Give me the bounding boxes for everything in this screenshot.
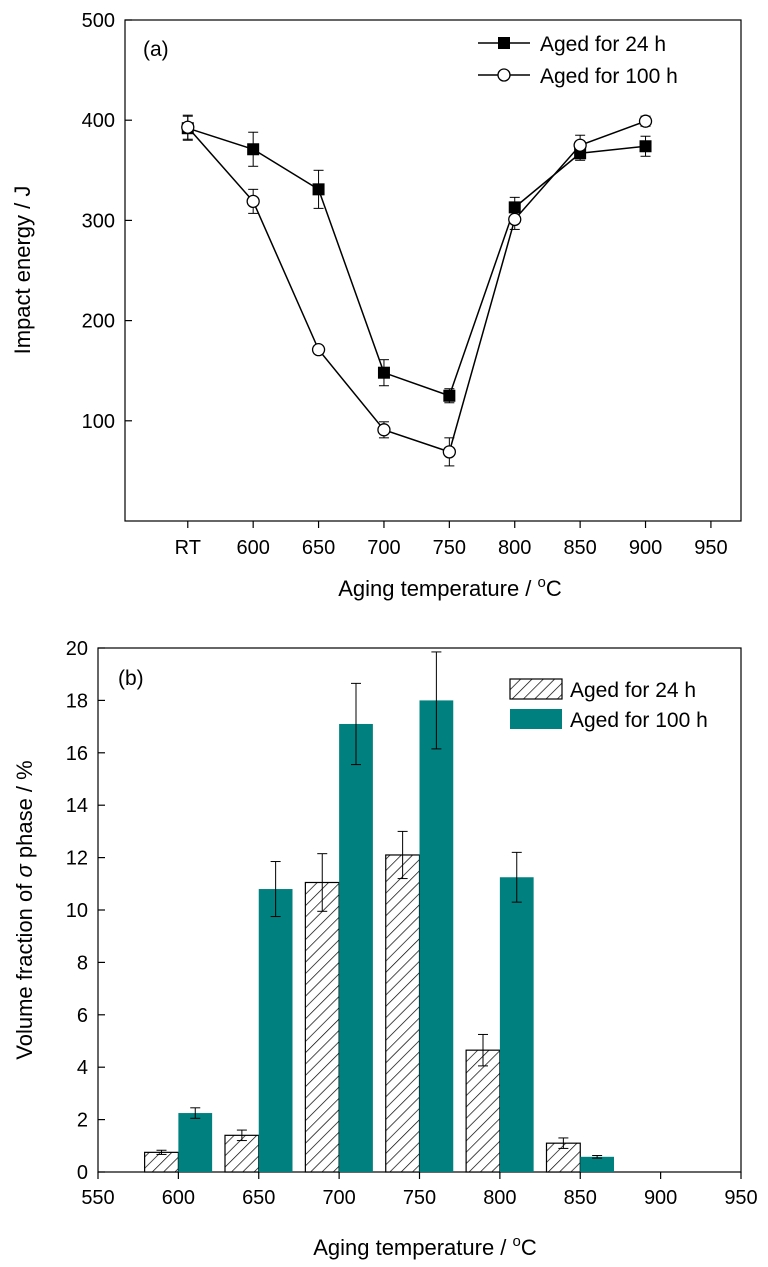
chart-a-x-title-main: Aging temperature /	[338, 576, 537, 601]
chart-b: 0 2 4 6 8 10 12 14 16 18 20 550 600 650 700 750 800 850 90…	[12, 638, 758, 1260]
chart-b-x-tick-label: 650	[242, 1187, 275, 1209]
chart-a-x-tick-label: 800	[498, 537, 531, 559]
chart-a-x-tick-label: 750	[433, 537, 466, 559]
chart-b-bar	[385, 854, 421, 1173]
chart-a-point-circle	[508, 212, 522, 227]
chart-a-point-circle	[377, 423, 391, 437]
chart-b-y-tick-label: 2	[77, 1110, 88, 1132]
chart-b-x-tick-label: 700	[322, 1187, 355, 1209]
chart-b-y-tick-label: 0	[77, 1162, 88, 1184]
chart-b-y-title-sym: σ	[12, 864, 37, 878]
chart-a-point-square	[639, 140, 652, 153]
chart-a-point-square	[247, 143, 260, 156]
legend-a-label-100h: Aged for 100 h	[540, 65, 678, 88]
chart-a-y-tick-label: 400	[82, 110, 115, 132]
chart-b-x-tick-label: 550	[81, 1187, 114, 1209]
chart-a-x-tick-label: 950	[694, 537, 727, 559]
chart-a-x-tick-label: 600	[236, 537, 269, 559]
chart-b-y-tick-label: 14	[66, 795, 88, 817]
chart-b-y-tick-label: 4	[77, 1057, 88, 1079]
chart-a-x-tick-label: RT	[175, 537, 201, 559]
chart-b-x-title-main: Aging temperature /	[313, 1235, 512, 1260]
chart-a-x-title-unit: C	[546, 576, 562, 601]
chart-a-plot-frame	[124, 19, 742, 522]
chart-a: 100 200 300 400 500 RT 600 650 700 750 800 850 900 95…	[10, 10, 742, 601]
chart-b-legend: Aged for 24 h Aged for 100 h	[509, 678, 708, 732]
chart-b-bar	[499, 877, 534, 1172]
chart-a-line	[187, 127, 646, 397]
chart-a-y-tick-label: 500	[82, 10, 115, 32]
chart-a-point-square	[508, 201, 521, 214]
chart-b-bar	[178, 1113, 213, 1172]
chart-b-y-axis-title: Volume fraction of σ phase / %	[12, 760, 37, 1059]
legend-b-label-100h: Aged for 100 h	[570, 709, 708, 732]
chart-a-y-tick-label: 300	[82, 210, 115, 232]
chart-b-y-tick-label: 8	[77, 952, 88, 974]
chart-b-y-tick-label: 18	[66, 690, 88, 712]
chart-a-point-square	[443, 389, 456, 402]
chart-a-series-100h	[181, 114, 653, 467]
chart-b-x-tick-label: 900	[644, 1187, 677, 1209]
chart-b-y-title-tail: phase / %	[12, 760, 37, 864]
chart-a-line	[187, 120, 646, 453]
chart-b-panel-label: (b)	[118, 667, 144, 690]
chart-a-x-tick-label: 850	[563, 537, 596, 559]
chart-b-x-tick-label: 750	[403, 1187, 436, 1209]
chart-b-bar	[304, 881, 340, 1173]
chart-a-series-24h	[181, 115, 652, 404]
chart-a-x-tick-label: 650	[302, 537, 335, 559]
legend-b-label-24h: Aged for 24 h	[570, 679, 696, 702]
legend-a-marker-100h	[497, 68, 511, 82]
chart-a-x-tick-label: 700	[367, 537, 400, 559]
chart-a-x-tick-label: 900	[629, 537, 662, 559]
chart-a-panel-label: (a)	[143, 38, 169, 61]
chart-a-point-circle	[638, 114, 653, 128]
chart-b-bar	[465, 1049, 501, 1173]
chart-b-bar	[224, 1134, 260, 1173]
chart-b-y-tick-label: 10	[66, 900, 88, 922]
chart-b-y-tick-label: 16	[66, 743, 88, 765]
chart-a-series	[181, 114, 653, 467]
chart-b-y-tick-label: 12	[66, 848, 88, 870]
legend-a-marker-24h	[498, 37, 510, 49]
chart-a-x-title-sup: o	[538, 574, 546, 591]
chart-b-x-tick-label: 950	[724, 1187, 757, 1209]
chart-b-x-tick-label: 850	[564, 1187, 597, 1209]
chart-b-y-title-main: Volume fraction of	[12, 878, 37, 1060]
chart-a-y-tick-label: 100	[82, 411, 115, 433]
chart-a-point-circle	[246, 194, 260, 209]
chart-a-y-tick-label: 200	[82, 311, 115, 333]
chart-b-bar	[419, 700, 454, 1172]
chart-b-series-100h	[178, 651, 615, 1172]
chart-a-point-circle	[311, 343, 326, 357]
chart-b-y-tick-label: 6	[77, 1005, 88, 1027]
chart-b-bar	[339, 723, 373, 1172]
chart-a-point-circle	[181, 120, 195, 134]
chart-a-x-axis-title: Aging temperature / oC	[338, 574, 562, 601]
chart-b-bar	[144, 1151, 179, 1173]
chart-a-point-circle	[573, 138, 587, 152]
chart-a-point-square	[377, 366, 390, 379]
chart-b-bar	[258, 889, 293, 1172]
chart-b-x-axis-title: Aging temperature / oC	[313, 1233, 537, 1260]
chart-a-legend: Aged for 24 h Aged for 100 h	[478, 33, 678, 88]
legend-a-label-24h: Aged for 24 h	[540, 33, 666, 56]
chart-a-point-circle	[442, 445, 456, 459]
chart-a-y-axis-title: Impact energy / J	[10, 186, 35, 355]
chart-b-x-title-unit: C	[521, 1235, 537, 1260]
chart-b-y-tick-label: 20	[66, 638, 88, 660]
legend-b-swatch-24h	[509, 678, 563, 700]
chart-a-ticks: 100 200 300 400 500 RT 600 650 700 750 800 850 900 95…	[82, 10, 728, 559]
chart-b-x-tick-label: 600	[162, 1187, 195, 1209]
chart-b-ticks: 0 2 4 6 8 10 12 14 16 18 20 550 600 650 700 750 800 850 90…	[66, 638, 758, 1209]
legend-b-swatch-100h	[510, 709, 562, 729]
chart-b-bar	[580, 1156, 615, 1172]
chart-b-x-title-sup: o	[513, 1233, 521, 1250]
chart-a-point-square	[312, 183, 325, 196]
chart-b-series	[144, 651, 615, 1173]
chart-b-series-24h	[144, 830, 581, 1173]
chart-b-x-tick-label: 800	[483, 1187, 516, 1209]
